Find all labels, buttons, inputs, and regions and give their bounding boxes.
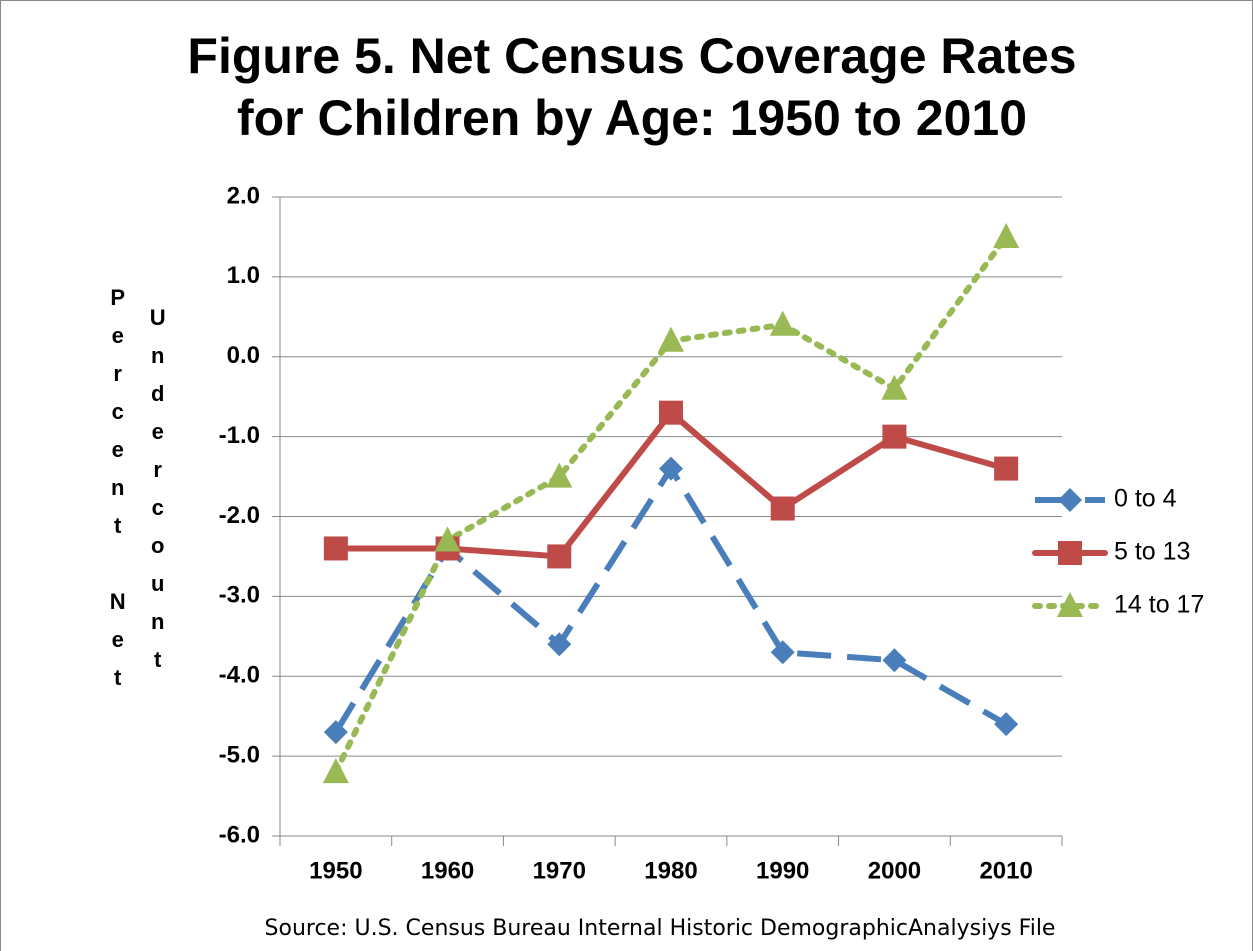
x-tick-label: 1980 (644, 857, 697, 884)
marker (658, 326, 684, 352)
y-tick-label: -5.0 (219, 741, 260, 768)
marker (994, 712, 1019, 737)
chart-title: for Children by Age: 1950 to 2010 (237, 90, 1027, 146)
marker (547, 632, 572, 657)
y-tick-label: 0.0 (227, 342, 260, 369)
legend-label: 14 to 17 (1114, 591, 1204, 619)
legend-marker (1058, 541, 1082, 565)
marker (322, 758, 349, 784)
marker (659, 400, 683, 425)
x-tick-label: 2000 (868, 857, 921, 884)
marker (882, 648, 907, 673)
marker (323, 536, 348, 561)
marker (547, 544, 572, 569)
y-tick-label: -2.0 (219, 502, 260, 529)
marker (993, 222, 1020, 248)
x-tick-label: 1990 (756, 857, 809, 884)
y-tick-label: -3.0 (219, 582, 260, 609)
marker (659, 456, 683, 481)
x-tick-label: 1960 (421, 857, 474, 884)
x-tick-label: 1970 (533, 857, 586, 884)
marker (546, 462, 573, 488)
legend-label: 5 to 13 (1114, 538, 1190, 566)
x-tick-label: 2010 (979, 857, 1032, 884)
y-axis-label: Undercount (145, 305, 170, 685)
marker (769, 310, 796, 336)
marker (434, 526, 461, 552)
marker (881, 374, 908, 400)
legend-marker (1057, 592, 1083, 617)
legend-label: 0 to 4 (1114, 485, 1177, 513)
series-line (333, 465, 1008, 734)
y-axis-label: Percent Net (105, 285, 130, 703)
source-note: Source: U.S. Census Bureau Internal Hist… (265, 916, 1056, 941)
marker (882, 424, 907, 449)
y-tick-label: 2.0 (227, 182, 260, 209)
legend-marker (1058, 488, 1082, 512)
y-tick-label: 1.0 (227, 262, 260, 289)
marker (770, 640, 795, 665)
chart-title: Figure 5. Net Census Coverage Rates (187, 28, 1076, 84)
marker (323, 720, 348, 745)
marker (770, 496, 795, 521)
x-tick-label: 1950 (309, 857, 362, 884)
y-tick-label: -1.0 (219, 422, 260, 449)
y-tick-label: -6.0 (219, 821, 260, 848)
series-line (332, 233, 1010, 776)
y-tick-label: -4.0 (219, 662, 260, 689)
marker (994, 456, 1019, 481)
